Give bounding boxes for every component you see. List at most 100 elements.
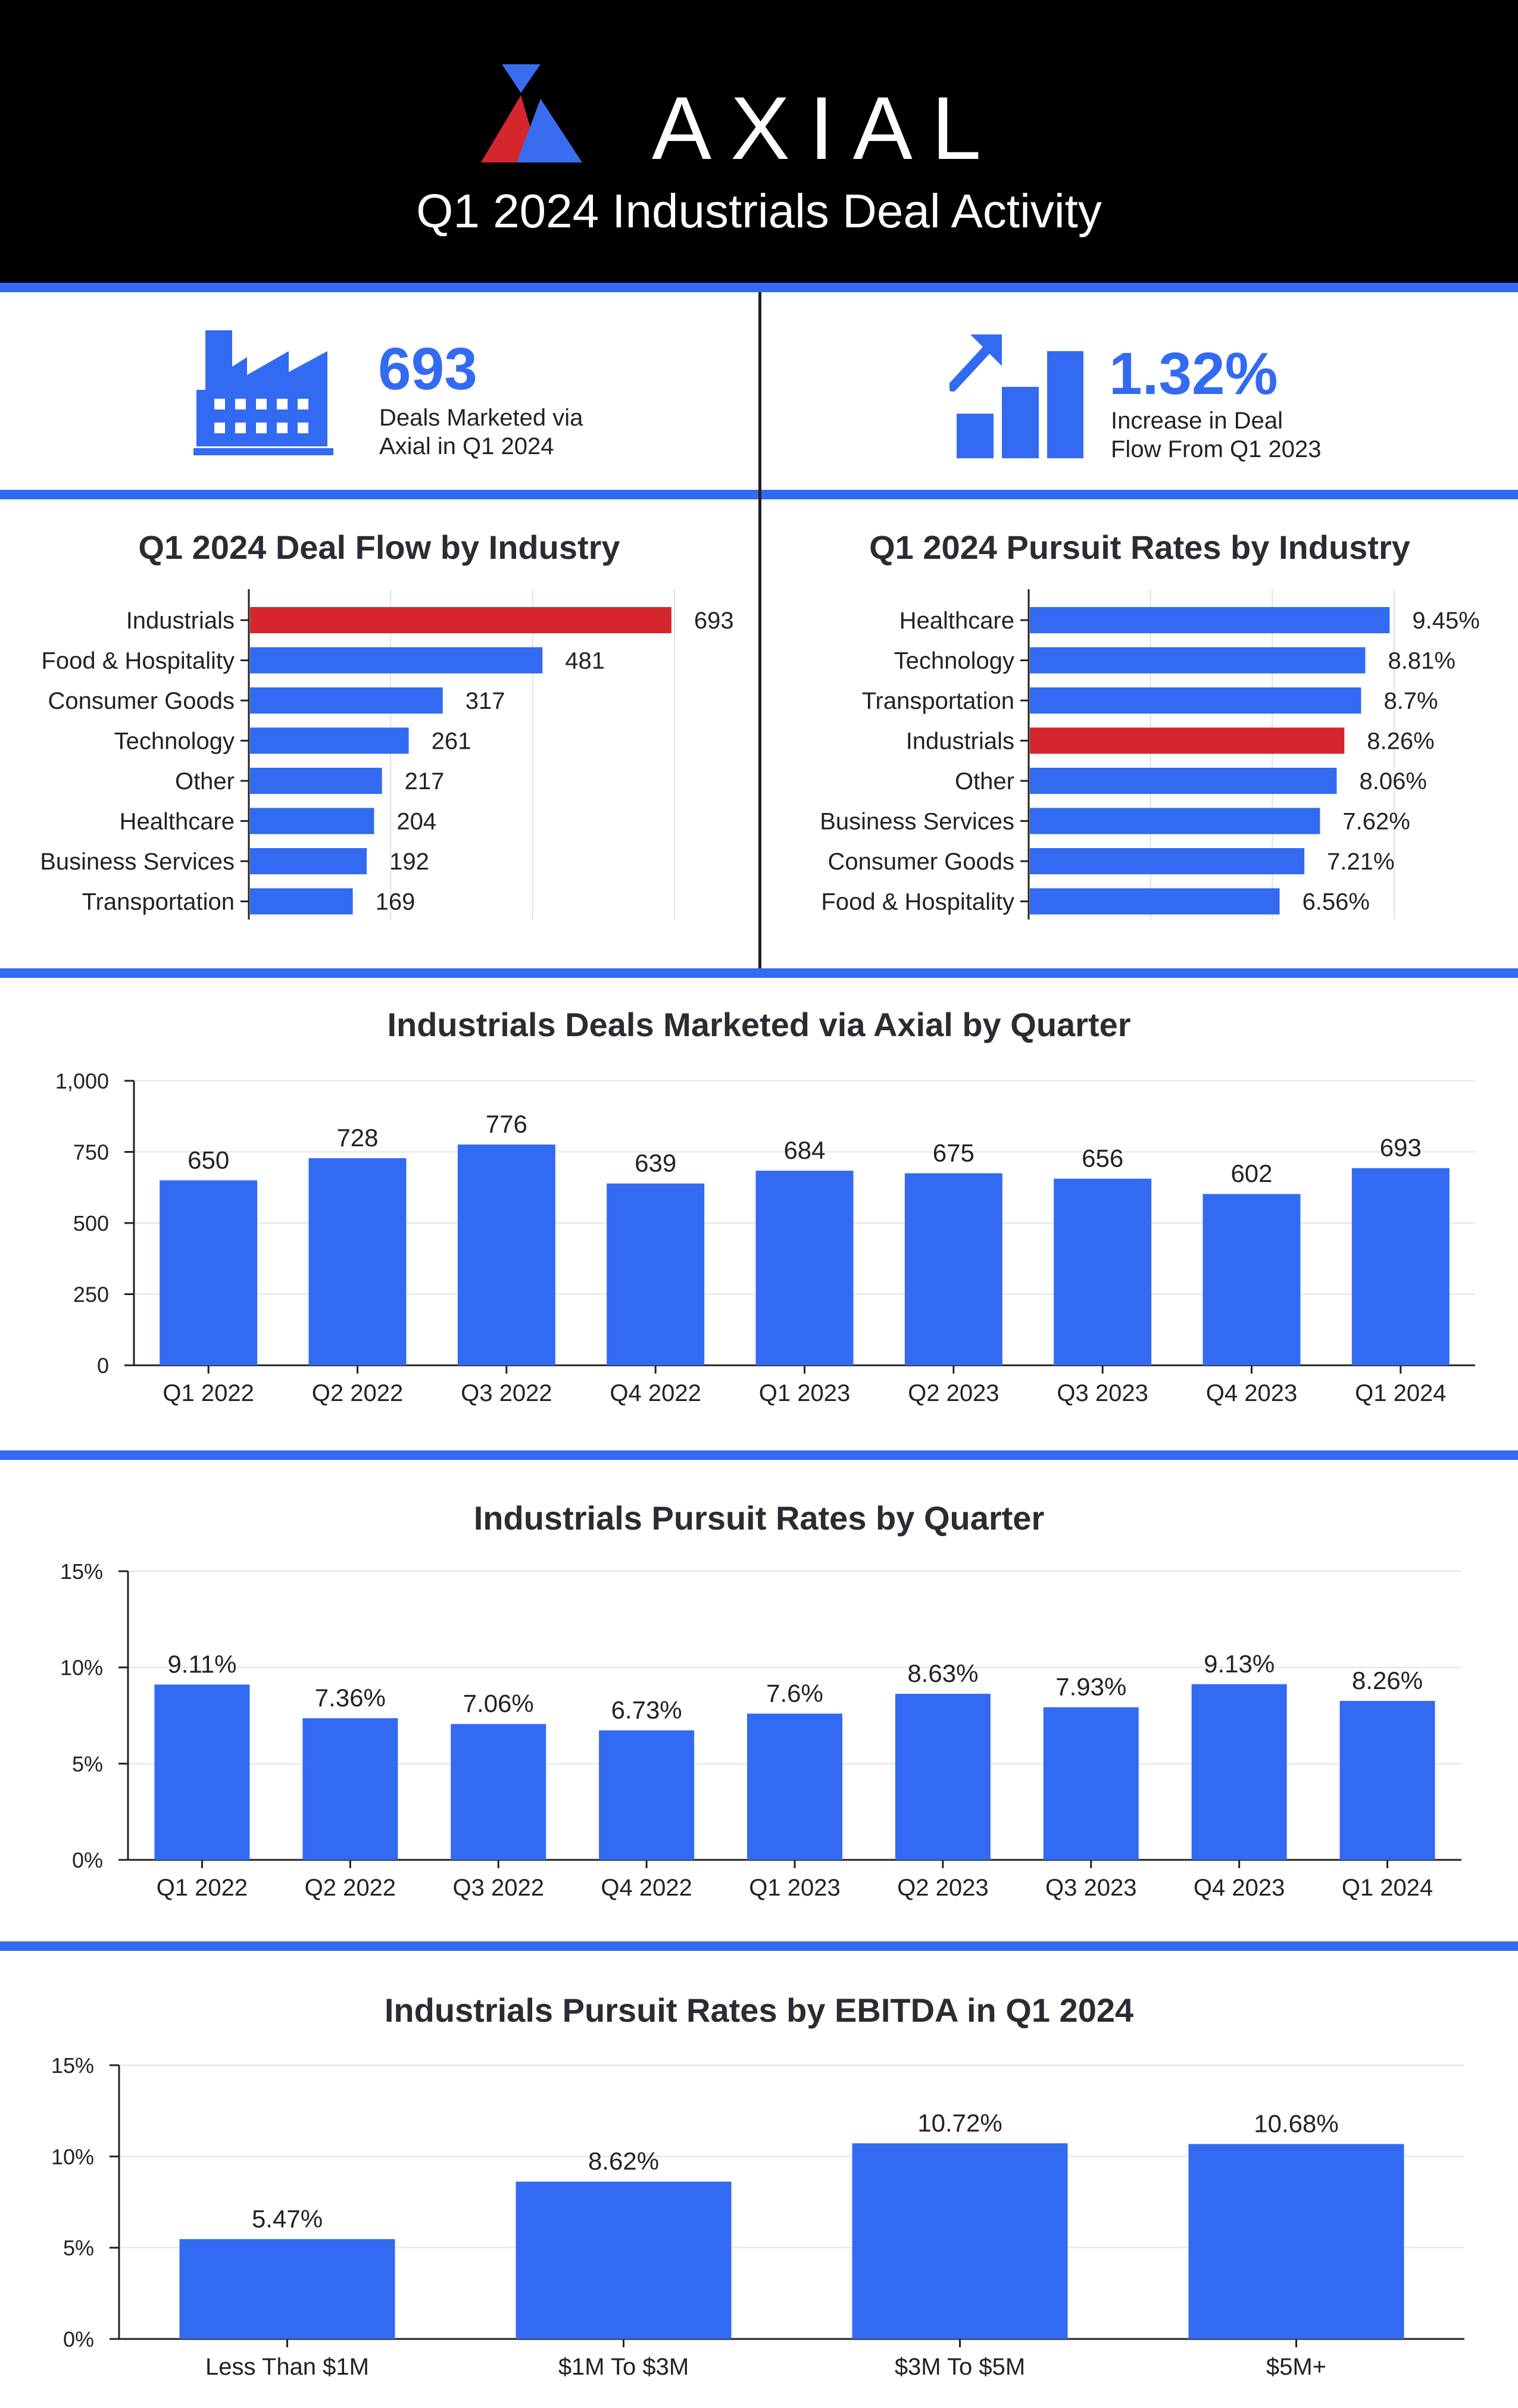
brand-wordmark: AXIAL — [652, 78, 1001, 178]
y-tick-label: 0% — [72, 1848, 103, 1872]
data-label: 776 — [486, 1110, 527, 1138]
x-tick-label: Q4 2022 — [601, 1875, 692, 1901]
bar — [250, 647, 543, 674]
bar — [457, 1144, 555, 1365]
data-label: 9.45% — [1412, 608, 1479, 634]
x-tick-label: Q1 2024 — [1355, 1380, 1446, 1406]
header-bar: AXIAL Q1 2024 Industrials Deal Activity — [0, 0, 1518, 283]
bar — [1188, 2144, 1404, 2339]
x-tick-label: Q1 2024 — [1342, 1875, 1433, 1901]
data-label: 675 — [933, 1139, 974, 1167]
x-tick-label: Q2 2022 — [312, 1380, 403, 1406]
data-label: 8.63% — [907, 1659, 978, 1687]
data-label: 10.72% — [917, 2109, 1002, 2137]
x-tick-label: Q3 2022 — [461, 1380, 552, 1406]
data-label: 261 — [432, 728, 471, 755]
bar — [308, 1158, 407, 1365]
data-label: 204 — [396, 809, 436, 835]
bar — [179, 2239, 395, 2339]
y-tick-label: 250 — [73, 1283, 109, 1307]
category-label: Healthcare — [120, 809, 235, 835]
bar — [852, 2143, 1068, 2339]
bar — [250, 768, 382, 794]
bar — [250, 727, 409, 754]
data-label: 7.6% — [766, 1679, 823, 1707]
section-divider — [0, 968, 1518, 978]
data-label: 8.26% — [1367, 728, 1434, 755]
bar — [451, 1724, 546, 1860]
data-label: 481 — [565, 648, 605, 674]
data-label: 684 — [783, 1136, 825, 1164]
y-tick-label: 1,000 — [55, 1069, 109, 1093]
bar — [250, 848, 367, 874]
section-divider — [0, 1941, 1518, 1951]
data-label: 192 — [389, 849, 429, 875]
bar — [160, 1180, 258, 1365]
bar — [1030, 848, 1305, 874]
data-label: 7.62% — [1342, 809, 1410, 835]
stat-increase-desc-line2: Flow From Q1 2023 — [1111, 436, 1322, 462]
chart-title-pursuit-rates-by-ebitda: Industrials Pursuit Rates by EBITDA in Q… — [384, 1991, 1134, 2029]
page-title: Q1 2024 Industrials Deal Activity — [416, 184, 1102, 237]
y-tick-label: 5% — [63, 2236, 94, 2260]
y-tick-label: 750 — [73, 1140, 109, 1165]
bar — [250, 808, 374, 834]
bar — [607, 1183, 705, 1365]
bar — [1030, 888, 1280, 915]
data-label: 9.11% — [167, 1650, 236, 1678]
y-tick-label: 500 — [73, 1211, 109, 1236]
x-tick-label: $1M To $3M — [558, 2354, 689, 2380]
bar — [1030, 607, 1390, 633]
category-label: Other — [955, 768, 1014, 795]
x-tick-label: Less Than $1M — [205, 2354, 369, 2380]
data-label: 656 — [1082, 1144, 1123, 1172]
category-label: Food & Hospitality — [41, 648, 235, 674]
y-tick-label: 0 — [97, 1353, 109, 1378]
category-label: Technology — [894, 648, 1014, 674]
category-label: Transportation — [862, 688, 1014, 714]
x-tick-label: Q1 2022 — [163, 1380, 254, 1406]
data-label: 8.06% — [1360, 768, 1427, 795]
stat-deals-desc-line1: Deals Marketed via — [379, 405, 583, 431]
x-tick-label: $5M+ — [1266, 2354, 1326, 2380]
bar — [1030, 768, 1337, 794]
stat-increase-desc-line1: Increase in Deal — [1111, 408, 1283, 434]
x-tick-label: Q4 2023 — [1206, 1380, 1297, 1406]
chart-title-deals-by-quarter: Industrials Deals Marketed via Axial by … — [387, 1006, 1131, 1043]
x-tick-label: Q2 2023 — [908, 1380, 999, 1406]
y-tick-label: 5% — [72, 1752, 103, 1776]
data-label: 169 — [376, 889, 416, 915]
data-label: 8.7% — [1383, 688, 1438, 714]
data-label: 317 — [466, 688, 505, 714]
x-tick-label: $3M To $5M — [895, 2354, 1025, 2380]
data-label: 9.13% — [1204, 1650, 1275, 1678]
section-divider — [0, 283, 1518, 292]
category-label: Industrials — [906, 728, 1014, 755]
data-label: 650 — [188, 1146, 229, 1174]
data-label: 6.73% — [611, 1696, 682, 1724]
bar — [1043, 1707, 1139, 1860]
category-label: Business Services — [40, 849, 235, 875]
bar — [895, 1693, 991, 1860]
bar — [1030, 647, 1366, 674]
x-tick-label: Q2 2022 — [305, 1875, 396, 1901]
y-tick-label: 15% — [51, 2053, 94, 2078]
category-label: Healthcare — [899, 608, 1014, 634]
growth-chart-icon — [948, 333, 1084, 464]
x-tick-label: Q3 2023 — [1057, 1380, 1148, 1406]
bar — [1030, 808, 1320, 834]
y-tick-label: 10% — [51, 2144, 94, 2169]
deals-by-quarter-chart: 0 250 500 750 1,000 650 Q1 2022 728 Q2 2022 776 Q3… — [55, 1069, 1475, 1406]
category-label: Consumer Goods — [48, 688, 235, 714]
category-label: Transportation — [82, 889, 235, 915]
category-label: Other — [175, 768, 235, 795]
data-label: 693 — [1380, 1134, 1422, 1162]
x-tick-label: Q4 2022 — [610, 1380, 701, 1406]
bar — [904, 1173, 1002, 1365]
bar — [250, 607, 671, 633]
bar — [1351, 1168, 1450, 1365]
x-tick-label: Q3 2022 — [452, 1875, 544, 1901]
bar — [154, 1684, 250, 1860]
x-tick-label: Q3 2023 — [1045, 1875, 1136, 1901]
bar — [755, 1171, 854, 1365]
